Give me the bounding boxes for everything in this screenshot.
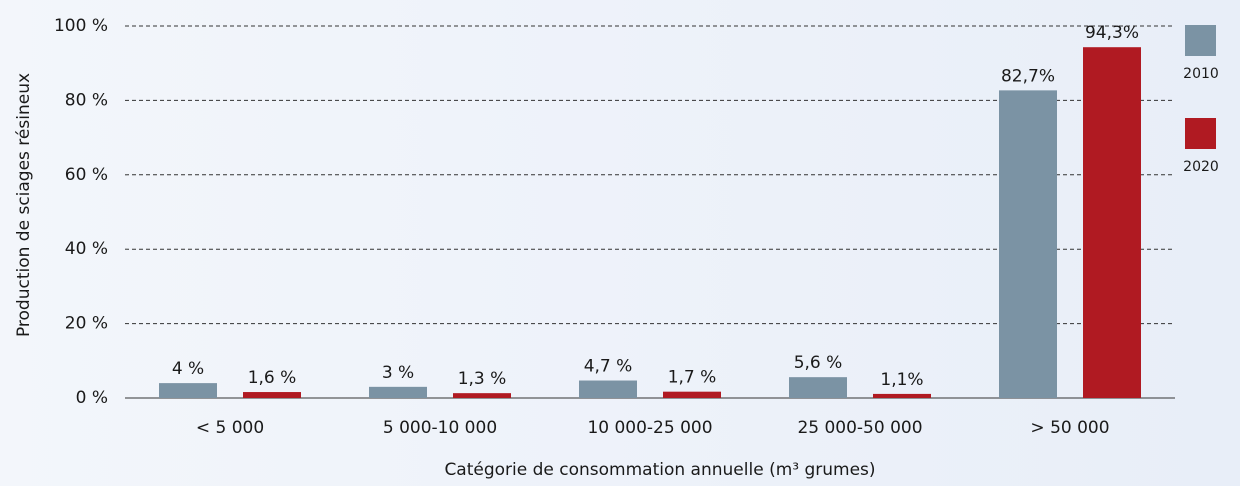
data-label: 94,3% bbox=[1085, 23, 1139, 43]
x-axis-title: Catégorie de consommation annuelle (m³ g… bbox=[444, 460, 875, 480]
data-label: 4 % bbox=[172, 359, 204, 379]
legend-swatch bbox=[1185, 118, 1216, 149]
bar bbox=[579, 380, 637, 398]
x-tick-label: < 5 000 bbox=[196, 418, 264, 438]
x-tick-label: 5 000-10 000 bbox=[383, 418, 497, 438]
data-label: 1,1% bbox=[880, 370, 923, 390]
data-label: 1,3 % bbox=[458, 369, 507, 389]
y-tick-label: 80 % bbox=[65, 90, 108, 110]
data-label: 82,7% bbox=[1001, 66, 1055, 86]
y-tick-label: 0 % bbox=[76, 388, 108, 408]
data-label: 3 % bbox=[382, 363, 414, 383]
bar bbox=[369, 386, 427, 398]
data-label: 4,7 % bbox=[584, 357, 633, 377]
y-tick-label: 40 % bbox=[65, 239, 108, 259]
bar bbox=[999, 90, 1057, 398]
x-tick-label: 25 000-50 000 bbox=[797, 418, 922, 438]
bar bbox=[663, 391, 721, 398]
y-tick-label: 20 % bbox=[65, 314, 108, 334]
data-label: 5,6 % bbox=[794, 353, 843, 373]
legend-swatch bbox=[1185, 25, 1216, 56]
legend-label: 2010 bbox=[1183, 66, 1219, 82]
y-axis-title: Production de sciages résineux bbox=[14, 73, 34, 337]
bar bbox=[789, 377, 847, 398]
bar bbox=[1083, 47, 1141, 398]
bar bbox=[243, 392, 301, 398]
y-tick-label: 100 % bbox=[54, 16, 108, 36]
y-tick-label: 60 % bbox=[65, 165, 108, 185]
bar bbox=[453, 393, 511, 398]
x-tick-label: > 50 000 bbox=[1030, 418, 1109, 438]
x-tick-label: 10 000-25 000 bbox=[587, 418, 712, 438]
bar bbox=[159, 383, 217, 398]
bar bbox=[873, 393, 931, 398]
data-label: 1,6 % bbox=[248, 368, 297, 388]
legend-label: 2020 bbox=[1183, 159, 1219, 175]
data-label: 1,7 % bbox=[668, 368, 717, 388]
